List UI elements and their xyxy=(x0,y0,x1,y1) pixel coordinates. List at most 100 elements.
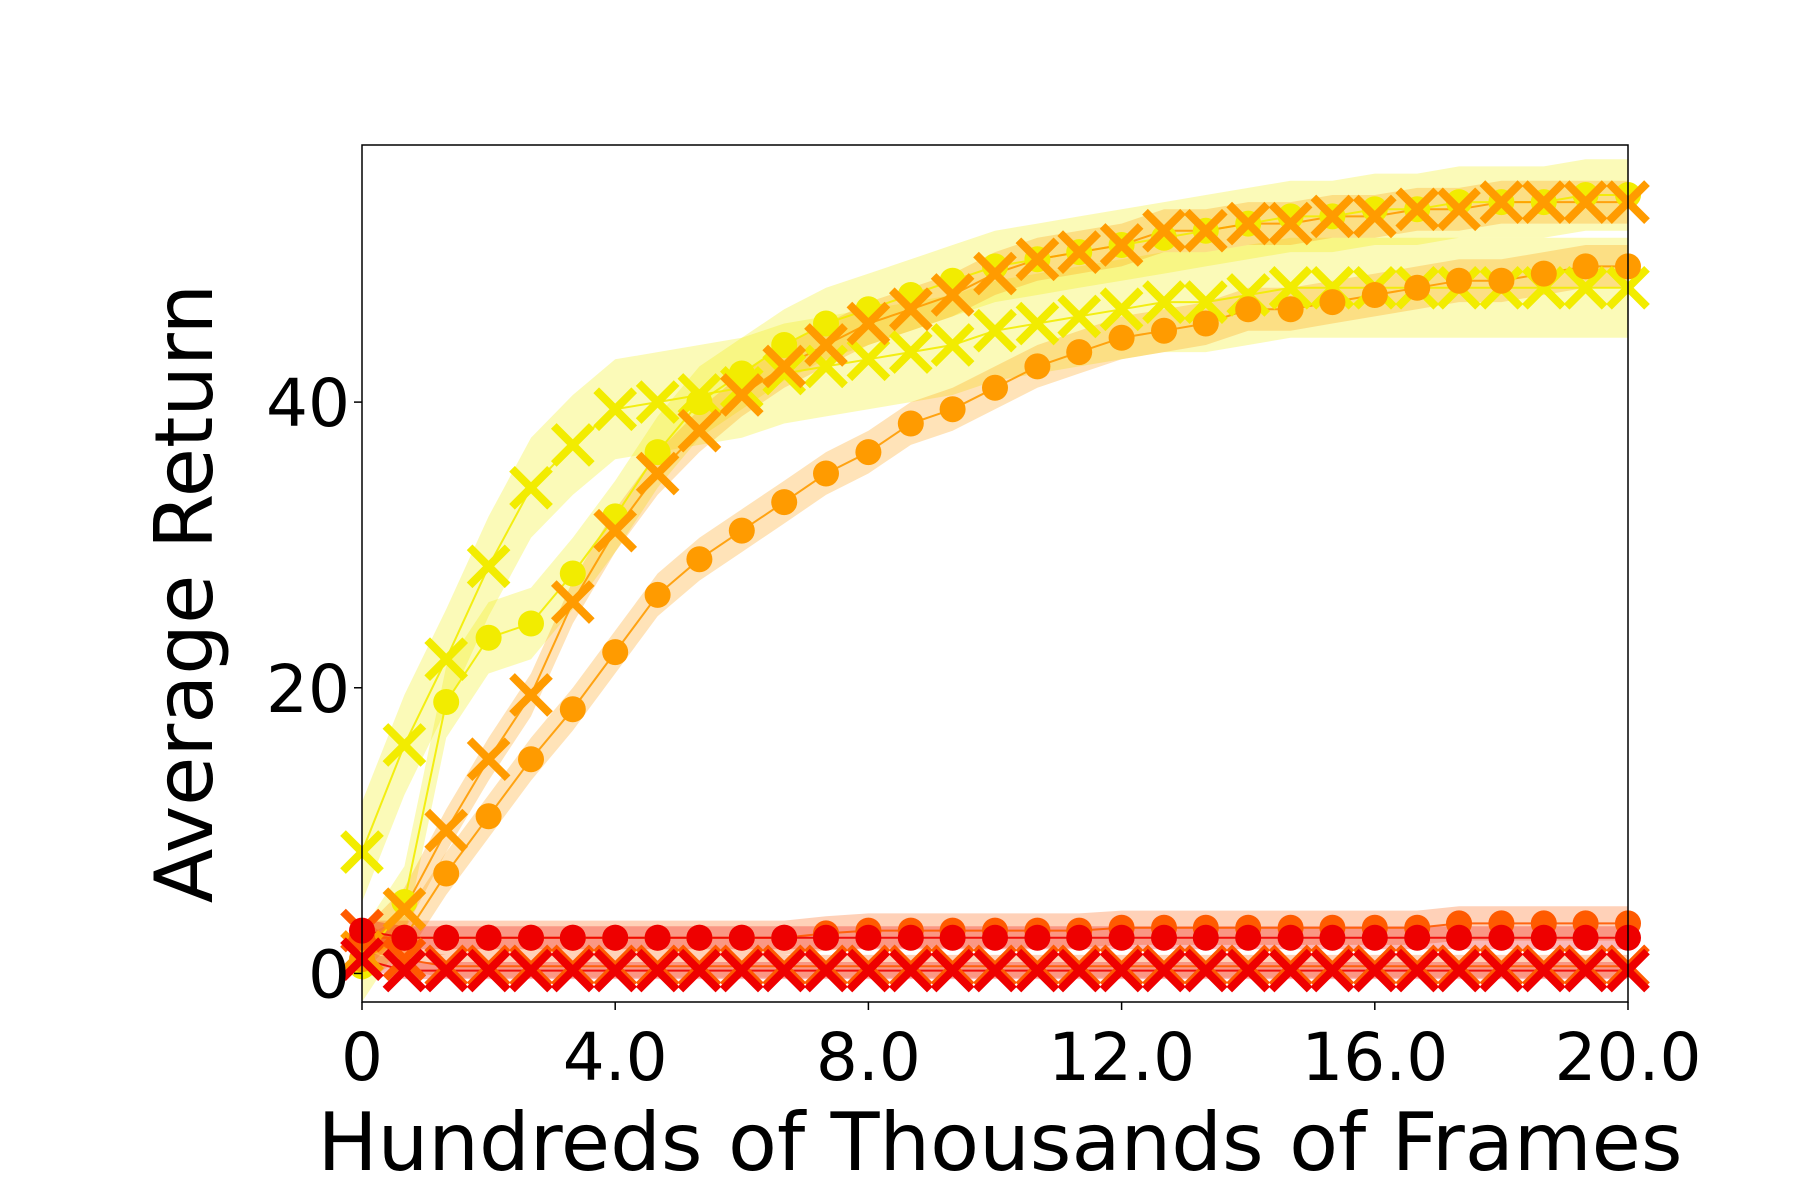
series-7-point-10 xyxy=(728,924,755,951)
series-8-point-14 xyxy=(888,948,933,993)
series-7-point-16 xyxy=(982,924,1008,951)
series-7-point-14 xyxy=(897,924,924,951)
series-4-point-30 xyxy=(1572,253,1599,280)
series-1-point-3 xyxy=(424,637,469,682)
series-4-point-23 xyxy=(1277,296,1304,323)
series-7-point-5 xyxy=(518,924,544,951)
series-8-point-19 xyxy=(1099,948,1144,993)
series-1-point-23 xyxy=(1268,266,1313,310)
series-1-point-8 xyxy=(635,380,680,424)
series-2-point-16 xyxy=(982,253,1008,280)
series-7-point-24 xyxy=(1319,924,1346,951)
series-1-point-21 xyxy=(1183,280,1228,324)
series-3-point-7 xyxy=(593,508,638,553)
series-2-point-30 xyxy=(1572,182,1599,208)
series-4-point-29 xyxy=(1530,260,1557,287)
series-1-point-18 xyxy=(1057,294,1102,339)
series-2-point-3 xyxy=(433,689,460,715)
series-3-point-15 xyxy=(930,273,975,317)
series-7-point-6 xyxy=(559,924,586,951)
series-1-point-4 xyxy=(466,544,511,589)
series-3-point-26 xyxy=(1395,187,1440,232)
series-4-point-20 xyxy=(1151,317,1177,344)
series-4-point-16 xyxy=(982,374,1008,401)
series-4-point-24 xyxy=(1319,289,1346,316)
y-tick-label-3: 40 xyxy=(266,365,350,442)
series-8-point-16 xyxy=(973,948,1017,993)
y-tick-label-1: 0 xyxy=(308,936,350,1013)
confidence-bands xyxy=(362,159,1628,1003)
series-7-point-21 xyxy=(1192,924,1219,951)
series-8-point-30 xyxy=(1563,948,1608,993)
series-7-point-2 xyxy=(391,924,418,951)
series-3-point-10 xyxy=(719,373,764,417)
x-tick-label-5: 16.0 xyxy=(1301,1019,1448,1096)
series-3-point-19 xyxy=(1099,223,1144,267)
series-2-point-5 xyxy=(518,610,544,637)
series-3-point-17 xyxy=(1015,237,1060,282)
series-8-point-26 xyxy=(1395,948,1440,993)
series-4-point-21 xyxy=(1192,310,1219,337)
series-2-point-27 xyxy=(1446,189,1472,216)
series-7-point-15 xyxy=(939,924,966,951)
series-4-point-14 xyxy=(897,410,924,437)
series-1-band xyxy=(362,237,1628,903)
y-tick-label-2: 20 xyxy=(266,651,350,728)
series-7-point-8 xyxy=(644,924,671,951)
series-8-point-7 xyxy=(593,948,638,993)
series-8-point-5 xyxy=(509,948,553,993)
series-7-point-30 xyxy=(1572,924,1599,951)
series-4-point-5 xyxy=(518,746,544,773)
series-4-point-28 xyxy=(1488,267,1515,294)
series-8-point-22 xyxy=(1226,948,1271,993)
series-8-point-21 xyxy=(1183,948,1228,993)
series-3-point-29 xyxy=(1521,180,1566,224)
series-4-point-22 xyxy=(1235,296,1262,323)
series-7-point-13 xyxy=(855,924,882,951)
series-7-point-22 xyxy=(1235,924,1262,951)
series-3-point-11 xyxy=(762,344,807,389)
series-2-point-4 xyxy=(475,624,502,651)
series-7-point-20 xyxy=(1151,924,1177,951)
series-2-point-6 xyxy=(559,560,586,587)
series-8-point-29 xyxy=(1521,948,1566,993)
series-4-point-7 xyxy=(602,639,629,666)
series-2-point-23 xyxy=(1277,203,1304,230)
y-axis-label: Average Return xyxy=(138,284,231,903)
series-8-point-25 xyxy=(1352,948,1397,993)
plot-area-frame xyxy=(361,144,1629,1003)
series-1-point-14 xyxy=(888,330,933,374)
series-4-point-26 xyxy=(1404,274,1431,301)
series-4-point-12 xyxy=(813,460,839,487)
series-8-point-3 xyxy=(424,948,469,993)
series-3-point-4 xyxy=(466,737,511,782)
series-8-point-24 xyxy=(1310,948,1355,993)
series-8-point-27 xyxy=(1437,948,1481,993)
series-3-point-28 xyxy=(1479,180,1524,224)
series-2-point-25 xyxy=(1361,196,1388,223)
series-4-point-17 xyxy=(1024,353,1051,380)
series-6-band xyxy=(362,919,1628,978)
series-7-point-26 xyxy=(1404,924,1431,951)
series-4-point-18 xyxy=(1066,339,1093,366)
series-4-point-4 xyxy=(475,803,502,830)
x-tick-label-1: 0 xyxy=(341,1019,383,1096)
series-1-point-11 xyxy=(762,351,807,396)
series-8-point-28 xyxy=(1479,948,1524,993)
series-7-point-9 xyxy=(686,924,713,951)
series-7-point-23 xyxy=(1277,924,1304,951)
series-3-point-5 xyxy=(509,673,553,717)
series-3-point-25 xyxy=(1352,194,1397,239)
series-4-point-13 xyxy=(855,439,882,466)
series-8-point-17 xyxy=(1015,948,1060,993)
series-3-point-21 xyxy=(1183,208,1228,253)
series-1-point-2 xyxy=(382,723,427,767)
series-7-point-18 xyxy=(1066,924,1093,951)
series-7-point-11 xyxy=(771,924,798,951)
series-4-point-25 xyxy=(1361,282,1388,308)
series-7-point-7 xyxy=(602,924,629,951)
series-1-point-16 xyxy=(973,308,1017,353)
series-4-point-10 xyxy=(728,517,755,544)
series-markers xyxy=(340,180,1650,993)
